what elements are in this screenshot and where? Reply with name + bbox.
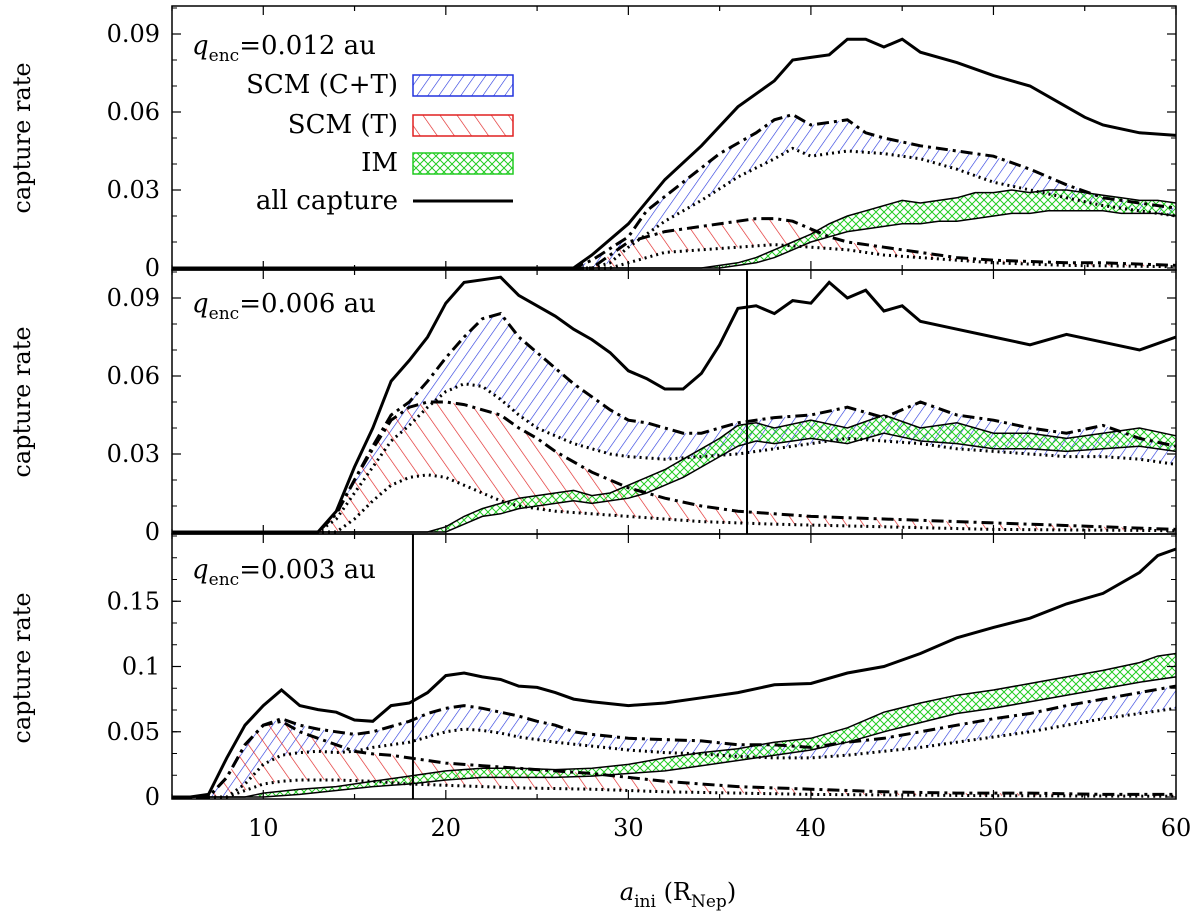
legend-im-label: IM: [361, 148, 398, 178]
panel-bottom-plot: 0 0.05 0.1 0.15: [107, 533, 1177, 811]
x-axis-label-unit-open: (R: [656, 878, 692, 906]
panel-middle-scm-t-lower-line: [172, 473, 1177, 534]
panel-bottom-qenc-label: qenc=0.003 au: [192, 555, 376, 590]
panel-bottom: 0 0.05 0.1 0.15 capture rate qenc=0.003 au: [8, 533, 1177, 811]
panel-middle-q-sub: enc: [209, 304, 240, 324]
legend-scm-ct-label: SCM (C+T): [246, 70, 398, 100]
x-tick-label: 40: [796, 814, 827, 842]
panel-top-q-letter: q: [192, 31, 209, 61]
legend-all-capture-label: all capture: [256, 186, 398, 216]
panel-middle-ylabel: capture rate: [8, 326, 36, 477]
x-tick-label: 60: [1161, 814, 1192, 842]
panel-top-qenc-label: qenc=0.012 au: [192, 31, 376, 66]
panel-bottom-scm-t-upper-line: [172, 719, 1176, 799]
panel-middle: 0 0.03 0.06 0.09 capture rate qenc=0.006 au: [8, 269, 1177, 546]
panel-middle-im-upper-line: [172, 414, 1177, 533]
panel-top-im-lower-line: [172, 210, 1177, 269]
panel-top-plot: 0 0.03 0.06 0.09: [107, 5, 1177, 282]
x-axis-label: aini (RNep): [620, 878, 736, 912]
panel-middle-qenc-label: qenc=0.006 au: [192, 289, 376, 324]
panel-bottom-ytick-label: 0.05: [107, 718, 160, 746]
panel-bottom-ytick-label: 0.15: [107, 587, 160, 615]
legend-scm-t-label: SCM (T): [288, 110, 398, 140]
panel-middle-q-value: =0.006 au: [239, 289, 376, 319]
panel-top-ytick-label: 0.03: [107, 176, 160, 204]
panel-middle-im-band: [172, 415, 1176, 532]
panel-middle-scm-t-upper-line: [172, 400, 1177, 534]
panel-top-q-sub: enc: [209, 46, 240, 66]
x-axis-tick-labels: 10 20 30 40 50 60: [248, 814, 1191, 842]
panel-bottom-ylabel: capture rate: [8, 592, 36, 743]
panel-middle-scm-ct-upper-line: [172, 311, 1177, 534]
x-axis-label-var-sub: ini: [634, 892, 656, 912]
panel-bottom-q-letter: q: [192, 555, 209, 585]
legend-im-swatch: [412, 152, 514, 175]
panel-bottom-q-value: =0.003 au: [239, 555, 376, 585]
panel-middle-ytick-label: 0: [145, 518, 160, 546]
panel-top-scm-ct-upper-line: [172, 112, 1177, 270]
panel-top-ylabel: capture rate: [8, 62, 36, 213]
panel-bottom-im-lower-line: [172, 676, 1177, 798]
legend: SCM (C+T) SCM (T) IM all capture: [246, 70, 514, 216]
panel-bottom-all-capture-line: [172, 547, 1177, 799]
panel-middle-im-lower-line: [172, 432, 1177, 533]
panel-top-im-band: [172, 190, 1176, 268]
x-tick-label: 30: [613, 814, 644, 842]
panel-middle-scm-ct-lower-line: [172, 382, 1177, 534]
legend-scm-ct-swatch: [412, 74, 514, 97]
panel-bottom-ytick-label: 0: [145, 783, 160, 811]
panel-middle-ytick-label: 0.09: [107, 284, 160, 312]
panel-middle-ytick-label: 0.03: [107, 440, 160, 468]
panel-middle-scm-t-band: [172, 402, 1176, 532]
panel-top-ytick-label: 0.09: [107, 20, 160, 48]
panel-bottom-scm-t-lower-line: [172, 778, 1177, 799]
panel-bottom-ytick-label: 0.1: [122, 653, 160, 681]
panel-bottom-scm-ct-lower-line: [172, 706, 1177, 799]
legend-scm-t-swatch: [412, 114, 514, 137]
panel-top-all-capture-line: [172, 37, 1177, 270]
panel-top-ytick-label: 0: [145, 254, 160, 282]
panel-top-scm-t-band: [172, 218, 1176, 268]
panel-bottom-q-sub: enc: [209, 570, 240, 590]
panel-middle-plot: 0 0.03 0.06 0.09: [107, 269, 1177, 546]
panel-bottom-im-band: [172, 653, 1176, 797]
panel-top-ytick-label: 0.06: [107, 98, 160, 126]
x-tick-label: 10: [248, 814, 279, 842]
panel-top-scm-ct-band: [172, 114, 1176, 268]
x-tick-label: 20: [431, 814, 462, 842]
panel-top: 0 0.03 0.06 0.09 capture rate qenc=0.012 au…: [8, 5, 1177, 282]
panel-bottom-im-upper-line: [172, 652, 1177, 798]
panel-bottom-scm-ct-band: [172, 686, 1176, 797]
panel-middle-ytick-label: 0.06: [107, 362, 160, 390]
panel-top-scm-ct-lower-line: [172, 146, 1177, 270]
x-axis-label-unit-sub: Nep: [691, 892, 727, 912]
panel-top-scm-t-upper-line: [172, 217, 1177, 270]
panel-top-q-value: =0.012 au: [239, 31, 376, 61]
panel-middle-all-capture-line: [172, 275, 1177, 534]
panel-middle-scm-ct-band: [172, 313, 1176, 532]
panel-top-im-upper-line: [172, 189, 1177, 269]
x-tick-label: 50: [978, 814, 1009, 842]
panel-middle-q-letter: q: [192, 289, 209, 319]
x-axis-label-var: a: [620, 878, 634, 906]
x-axis-label-unit-close: ): [727, 878, 736, 906]
panel-bottom-scm-ct-upper-line: [172, 684, 1177, 799]
